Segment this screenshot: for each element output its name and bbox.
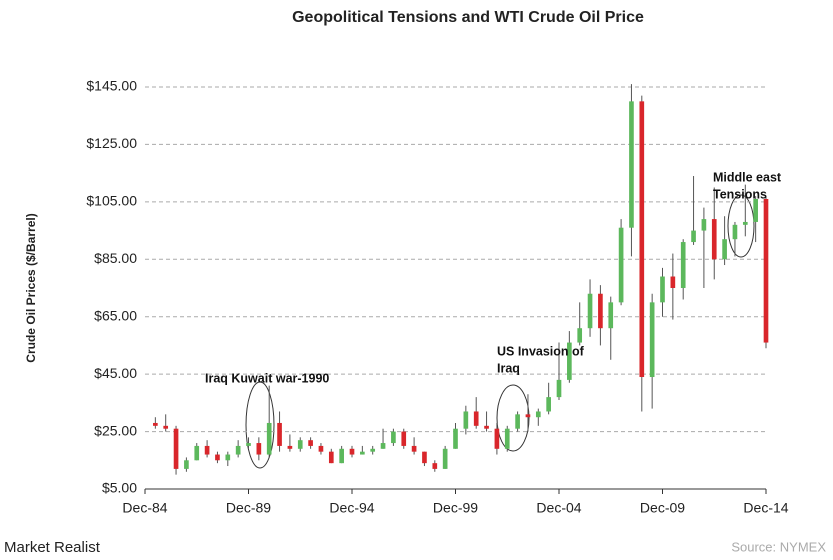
candle-body <box>453 428 458 449</box>
candle-body <box>598 293 603 329</box>
candle-body <box>318 445 324 452</box>
candle-body <box>215 454 220 461</box>
candle-body <box>567 342 572 380</box>
candle-body <box>577 328 583 343</box>
y-tick-label: $25.00 <box>94 422 137 438</box>
annotation: US Invasion of <box>497 344 585 358</box>
annotation-ellipse <box>496 384 530 452</box>
x-tick-label: Dec-09 <box>640 500 685 516</box>
candle-body <box>235 445 241 455</box>
candle-body <box>339 448 344 464</box>
candle-body <box>732 224 738 240</box>
candle-body <box>701 219 707 231</box>
x-tick-label: Dec-04 <box>536 500 581 516</box>
chart-title: Geopolitical Tensions and WTI Crude Oil … <box>292 9 644 26</box>
source: Source: NYMEX <box>731 539 826 554</box>
y-tick-label: $105.00 <box>86 193 137 209</box>
candle-body <box>163 425 169 429</box>
candle-body <box>153 422 158 426</box>
x-tick-label: Dec-99 <box>433 500 478 516</box>
annotation-ellipse <box>245 381 275 469</box>
annotation: Tensions <box>713 187 767 201</box>
y-tick-label: $5.00 <box>102 480 137 496</box>
candle-body <box>680 242 686 288</box>
candle-body <box>360 451 365 455</box>
candle-body <box>753 198 758 222</box>
candle-body <box>173 428 179 469</box>
candle-body <box>494 428 500 449</box>
x-tick-label: Dec-84 <box>122 500 167 516</box>
candle-body <box>618 227 624 303</box>
candle-body <box>204 445 210 455</box>
candle-body <box>380 443 386 449</box>
candle-body <box>266 422 272 455</box>
candle-body <box>246 443 251 446</box>
candle-body <box>225 454 231 461</box>
candle-body <box>297 440 303 449</box>
candle-body <box>504 428 510 449</box>
candle-body <box>287 445 293 449</box>
x-tick-label: Dec-14 <box>743 500 788 516</box>
candle-body <box>370 448 376 452</box>
candle-body <box>670 276 676 288</box>
candle-body <box>349 448 355 455</box>
candle-body <box>194 445 200 461</box>
annotation-ellipse <box>727 194 755 258</box>
candle-body <box>256 443 262 455</box>
candle-body <box>691 230 696 243</box>
candle-body <box>546 397 551 412</box>
candle-body <box>184 460 189 469</box>
candle-body <box>411 445 417 452</box>
candle-body <box>608 302 614 329</box>
y-tick-label: $45.00 <box>94 365 137 381</box>
candle-body <box>660 276 665 303</box>
annotation: Iraq Kuwait war-1990 <box>205 371 329 385</box>
y-axis-label: Crude Oil Prices ($/Barrel) <box>24 213 38 362</box>
candle-body <box>401 431 407 446</box>
candle-body <box>277 422 282 446</box>
y-tick-label: $85.00 <box>94 250 137 266</box>
candle-body <box>328 451 334 464</box>
candle-body <box>763 198 769 343</box>
candle-body <box>556 379 562 398</box>
candle-body <box>515 414 520 429</box>
candle-body <box>473 411 479 426</box>
brand: Market Realist <box>4 539 101 556</box>
y-tick-label: $65.00 <box>94 307 137 323</box>
candle-body <box>484 425 489 429</box>
candle-body <box>629 101 634 228</box>
x-tick-label: Dec-94 <box>329 500 374 516</box>
candle-body <box>442 448 448 469</box>
candle-body <box>535 411 541 418</box>
candle-body <box>422 451 427 464</box>
annotation: Middle east <box>713 170 782 184</box>
annotation: Iraq <box>497 361 520 375</box>
candle-body <box>391 431 396 444</box>
y-tick-label: $145.00 <box>86 78 137 94</box>
candle-body <box>711 219 717 260</box>
candle-body <box>432 463 438 469</box>
candle-body <box>463 411 469 429</box>
x-tick-label: Dec-89 <box>226 500 271 516</box>
candle-body <box>639 101 645 378</box>
y-tick-label: $125.00 <box>86 135 137 151</box>
candle-body <box>742 221 748 225</box>
candle-body <box>525 414 531 418</box>
candle-body <box>308 440 313 446</box>
candle-body <box>722 239 727 260</box>
candle-body <box>587 293 593 329</box>
candle-body <box>649 302 655 378</box>
